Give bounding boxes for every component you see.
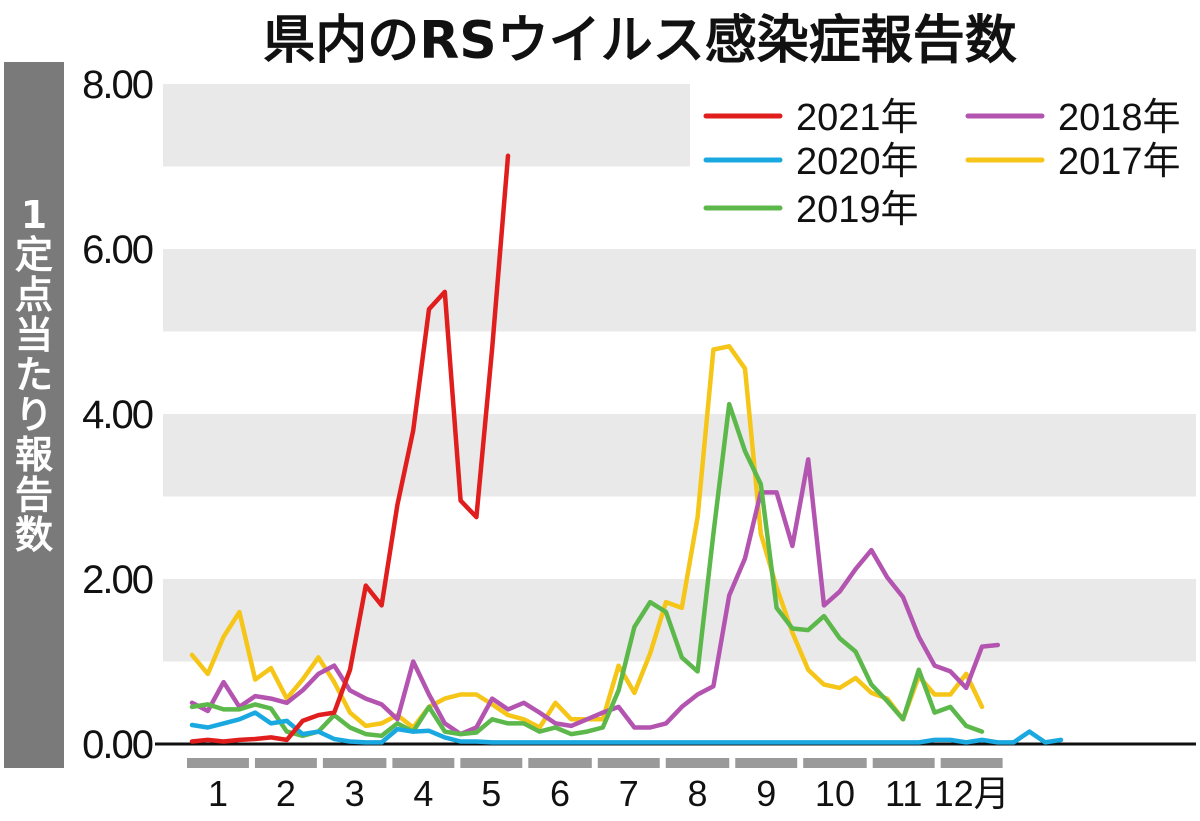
x-month-bar [392,758,455,768]
legend-label: 2020年 [796,141,919,183]
y-axis-label-char: 報 [15,433,53,477]
x-month-bar [940,758,1003,768]
x-tick-label: 1 [208,773,228,814]
y-axis-ticks: 0.00 2.00 4.00 6.00 8.00 [82,63,155,767]
x-month-bar [187,758,249,768]
grid-band [163,414,1196,497]
legend-label: 2019年 [796,189,919,231]
x-month-bar [872,758,935,768]
y-tick-label: 8.00 [82,63,153,107]
x-month-bar [735,758,798,768]
series-line-2020年 [189,710,1064,745]
y-tick-label: 0.00 [82,723,153,767]
y-axis-label-char: り [15,393,53,437]
x-month-bar [665,758,730,768]
chart-title: 県内のRSウイルス感染症報告数 [263,11,1017,71]
y-axis-label-char: 当 [15,313,53,357]
x-month-bar [460,758,523,768]
y-axis-label-box [4,62,64,768]
x-month-bar [528,758,592,768]
x-axis: 1 2 3 4 5 6 7 8 9 10 11 12月 [155,742,1196,814]
x-tick-label: 3 [345,773,365,814]
x-tick-label: 6 [550,773,570,814]
series-lines [189,153,1064,745]
x-month-bar [254,758,317,768]
y-axis-label-char: 1 [21,193,47,237]
legend-box [690,82,1196,244]
x-month-bar [597,758,660,768]
legend-label: 2021年 [796,97,919,139]
legend-label: 2018年 [1058,97,1181,139]
legend-label: 2017年 [1058,141,1181,183]
y-axis-label-char: 定 [15,233,53,277]
x-tick-label: 7 [619,773,639,814]
grid-band [163,249,1196,332]
x-tick-label: 9 [756,773,776,814]
y-axis-label-char: 告 [15,473,53,517]
x-tick-label: 11 [885,773,922,814]
y-tick-label: 2.00 [82,558,153,602]
y-axis-label-char: 点 [15,273,53,317]
x-tick-label: 5 [481,773,501,814]
y-axis-label-char: た [15,353,53,397]
x-tick-label: 8 [687,773,707,814]
series-line-2019年 [189,401,985,739]
x-tick-label: 2 [276,773,296,814]
series-line-2018年 [189,457,1001,737]
series-line-2021年 [189,153,511,744]
x-month-bar [803,758,867,768]
y-tick-label: 4.00 [82,393,153,437]
x-month-bar [322,758,387,768]
x-tick-label: 10 [815,773,855,814]
y-tick-label: 6.00 [82,228,153,272]
x-tick-label: 12月 [934,773,1010,814]
y-axis-label-char: 数 [15,513,53,557]
x-tick-label: 4 [413,773,433,814]
